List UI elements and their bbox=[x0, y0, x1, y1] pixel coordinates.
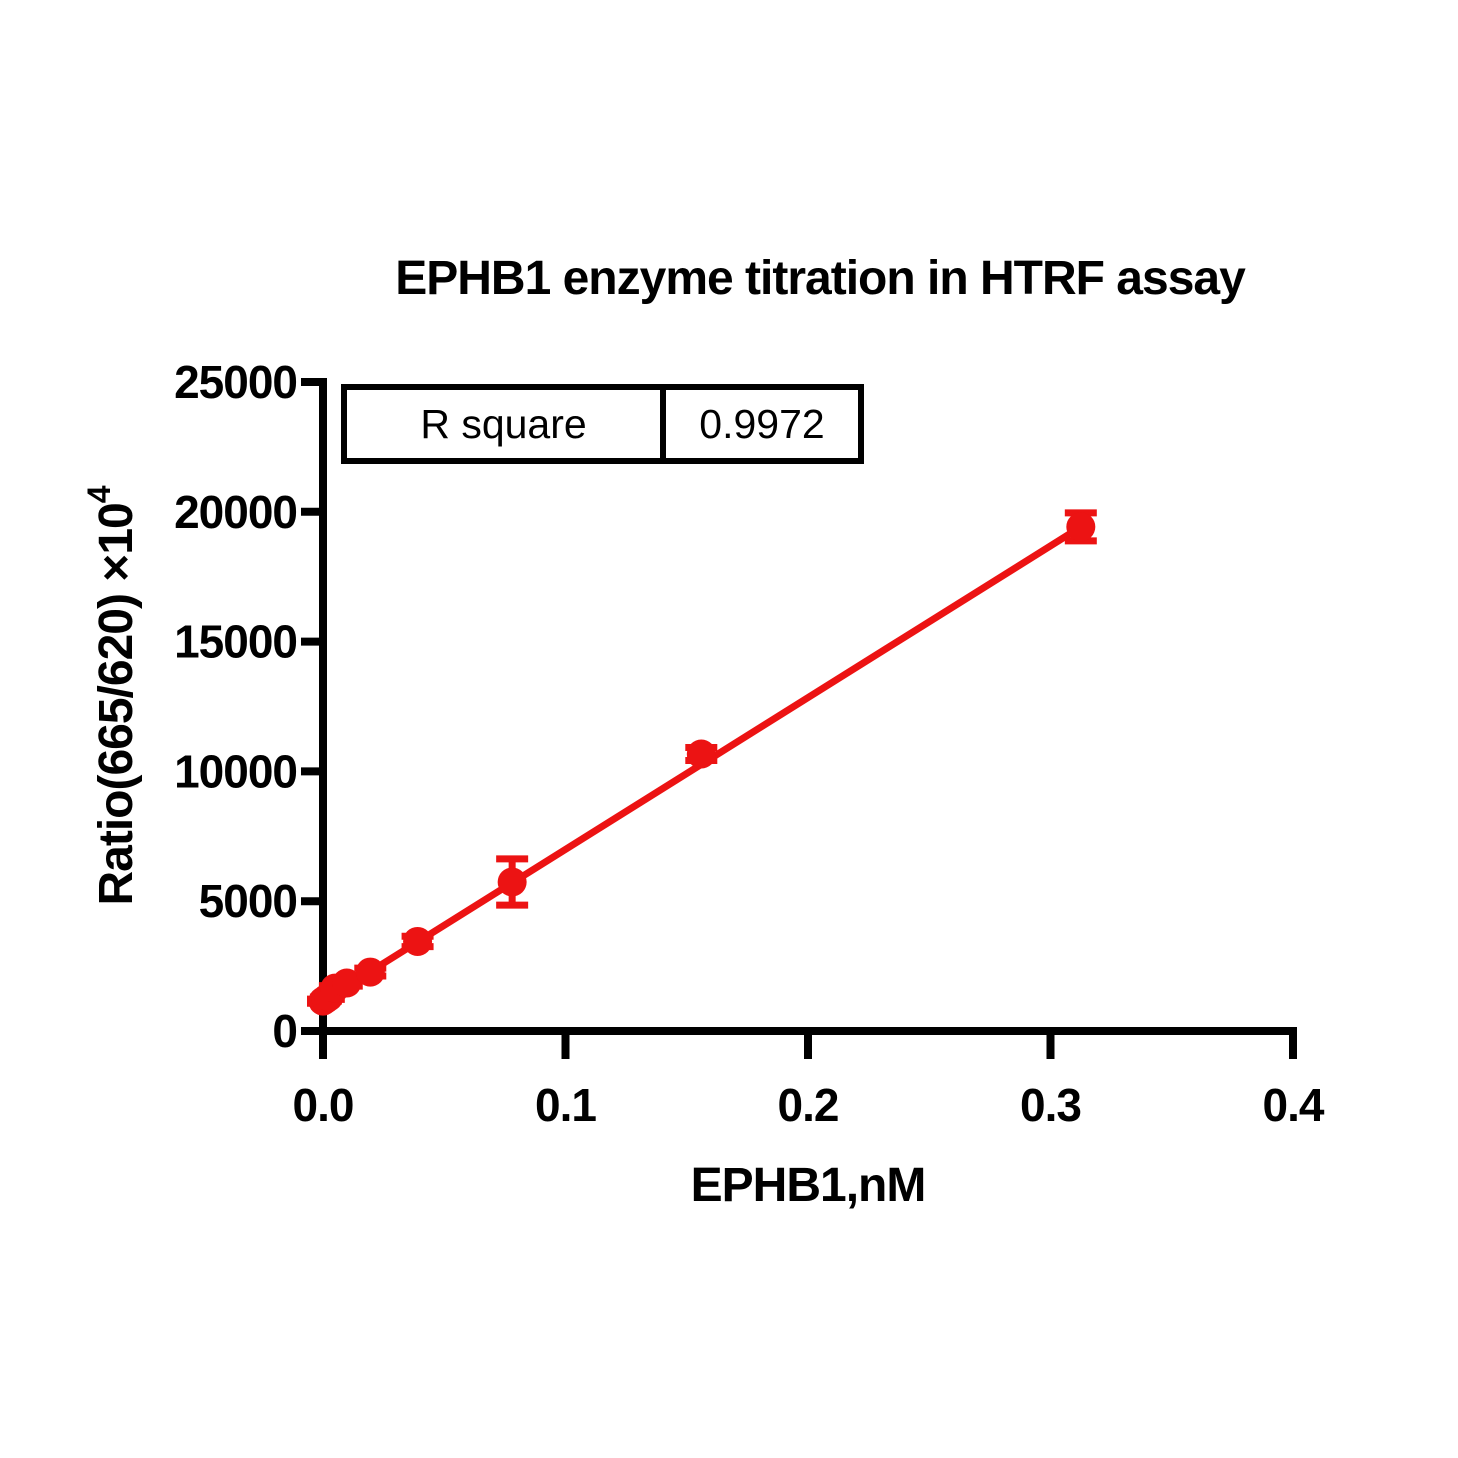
data-point bbox=[1066, 512, 1096, 542]
x-tick-label: 0.2 bbox=[778, 1079, 839, 1131]
x-tick-label: 0.3 bbox=[1020, 1079, 1081, 1131]
x-axis-label: EPHB1,nM bbox=[691, 1159, 926, 1212]
y-tick-label: 25000 bbox=[174, 356, 297, 408]
y-tick-label: 10000 bbox=[174, 745, 297, 797]
y-tick-label: 5000 bbox=[199, 875, 297, 927]
data-point bbox=[332, 968, 362, 998]
x-tick-label: 0.0 bbox=[293, 1079, 354, 1131]
y-tick-label: 0 bbox=[272, 1005, 297, 1057]
x-tick-label: 0.4 bbox=[1263, 1079, 1325, 1131]
r-square-value: 0.9972 bbox=[660, 390, 858, 458]
x-tick-label: 0.1 bbox=[535, 1079, 596, 1131]
r-square-label: R square bbox=[420, 400, 587, 447]
data-point bbox=[686, 739, 716, 769]
chart-title: EPHB1 enzyme titration in HTRF assay bbox=[395, 252, 1246, 305]
y-tick-label: 15000 bbox=[174, 616, 297, 668]
data-point bbox=[355, 957, 385, 987]
data-point bbox=[403, 926, 433, 956]
y-axis-label: Ratio(665/620) ×104 bbox=[81, 485, 143, 905]
data-point bbox=[497, 867, 527, 897]
r-square-table: R square 0.9972 bbox=[341, 384, 864, 464]
y-tick-label: 20000 bbox=[174, 486, 297, 538]
